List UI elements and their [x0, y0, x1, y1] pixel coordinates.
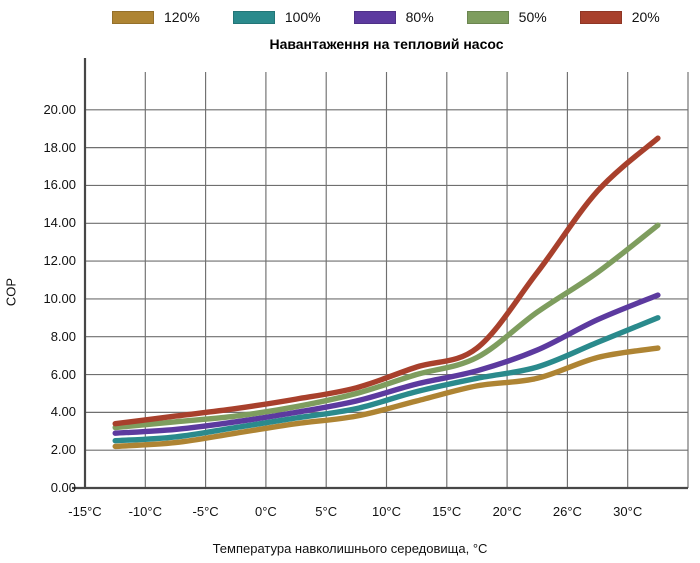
series-line-120 [112, 345, 661, 450]
y-tick-label: 10.00 [43, 290, 76, 306]
legend-swatch-120 [112, 10, 154, 24]
y-tick-label: 14.00 [43, 215, 76, 231]
x-tick-label: -15°C [68, 504, 102, 519]
x-tick-label: 15°C [432, 504, 462, 519]
legend-item-120: 120% [112, 10, 200, 24]
y-tick-label: 4.00 [50, 404, 76, 420]
y-tick-label: 12.00 [43, 253, 76, 269]
y-tick-label: 6.00 [50, 366, 76, 382]
x-axis-title: Температура навколишнього середовища, °C [212, 541, 488, 556]
legend-item-50: 50% [466, 9, 547, 25]
legend-label-20: 20% [631, 9, 660, 25]
y-tick-label: 20.00 [43, 101, 76, 117]
series-line-100 [112, 315, 661, 444]
y-tick-label: 0.00 [50, 480, 76, 495]
legend-swatch-20 [579, 10, 622, 24]
x-tick-label: 26°C [552, 504, 582, 519]
legend-item-20: 20% [579, 9, 660, 25]
series-line-20 [112, 135, 661, 427]
chart-title: Навантаження на тепловий насос [269, 36, 504, 52]
legend-label-120: 120% [164, 9, 200, 25]
legend-swatch-50 [466, 10, 509, 24]
y-tick-label: 2.00 [50, 442, 76, 458]
x-tick-label: 30°C [613, 504, 643, 519]
legend-item-80: 80% [353, 9, 434, 25]
x-tick-label: 20°C [492, 504, 522, 519]
legend-label-100: 100% [284, 9, 321, 25]
x-tick-label: 0°C [254, 504, 277, 519]
y-tick-label: 16.00 [43, 177, 76, 193]
y-tick-label: 18.00 [43, 139, 76, 155]
series-line-80 [112, 292, 661, 436]
x-tick-label: -5°C [192, 504, 219, 519]
legend-label-80: 80% [405, 9, 434, 25]
x-tick-label: 5°C [315, 504, 338, 519]
x-tick-label: 10°C [371, 504, 402, 519]
y-axis-title: COP [3, 277, 19, 307]
y-tick-label: 8.00 [50, 328, 76, 344]
chart-legend: 120% 100% 80% 50% 20% [112, 10, 660, 24]
series-line-50 [112, 222, 661, 431]
legend-item-100: 100% [232, 9, 321, 25]
x-tick-label: -10°C [128, 504, 162, 519]
legend-swatch-80 [353, 10, 396, 24]
legend-swatch-100 [232, 10, 275, 24]
legend-label-50: 50% [518, 9, 547, 25]
